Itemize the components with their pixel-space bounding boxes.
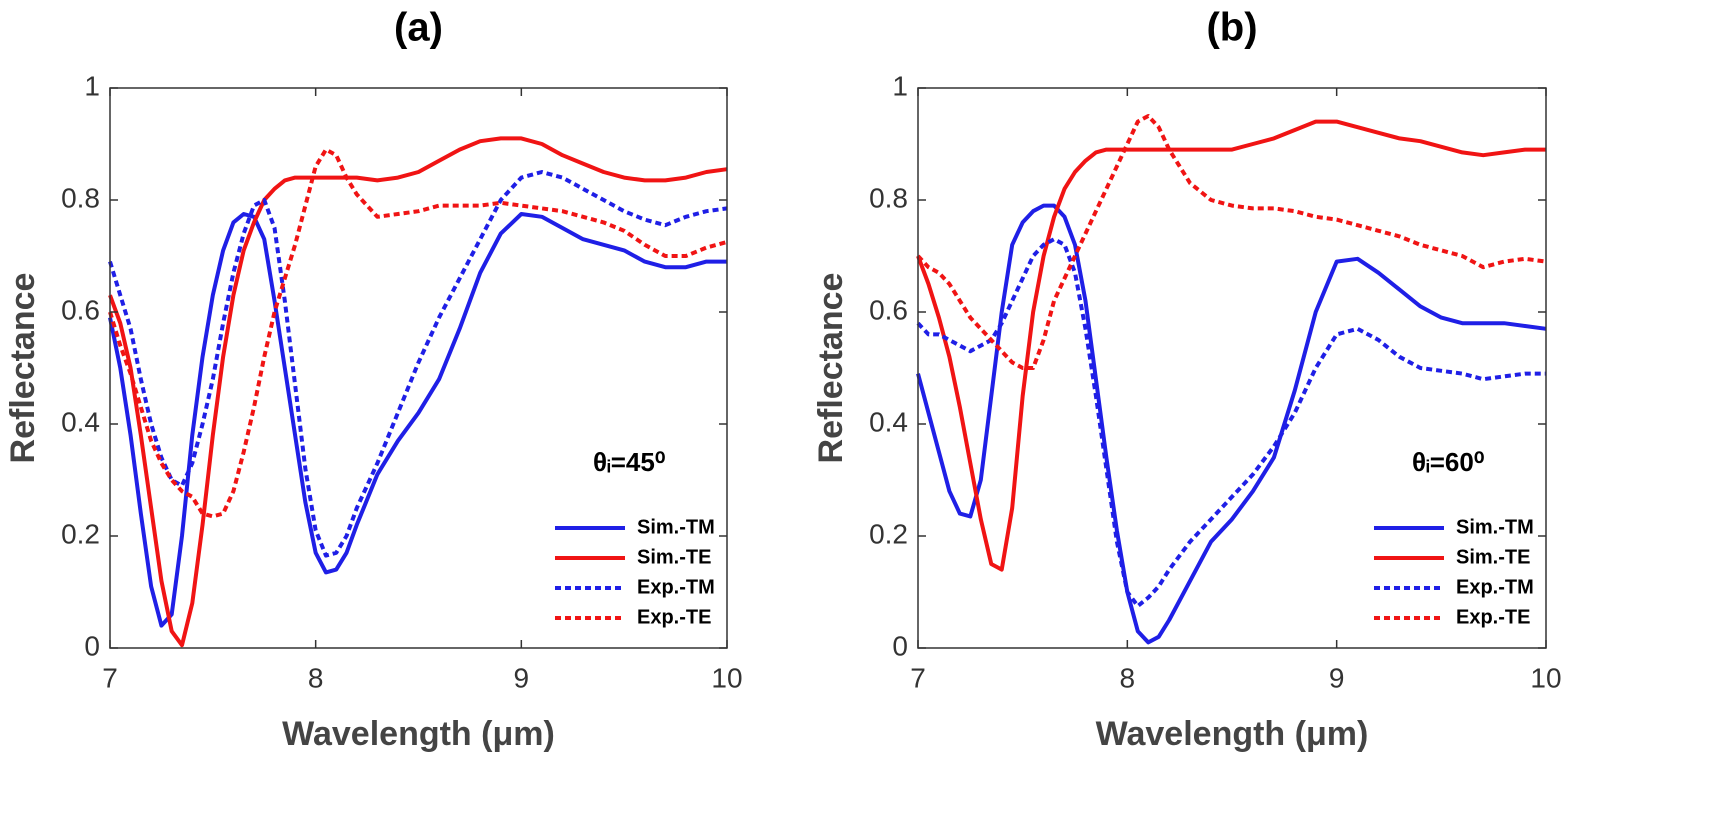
x-tick-label: 7: [910, 662, 926, 693]
legend-label: Exp.-TM: [637, 576, 715, 598]
line-series: [108, 136, 728, 648]
y-tick-label: 0.8: [61, 182, 100, 213]
x-tick-label: 8: [1120, 662, 1136, 693]
legend-label: Sim.-TM: [637, 516, 715, 538]
legend-label: Sim.-TM: [1456, 516, 1534, 538]
y-tick-label: 0.6: [61, 294, 100, 325]
y-tick-label: 0.2: [61, 518, 100, 549]
x-axis-label: Wavelength (μm): [1096, 715, 1369, 753]
line-series: [916, 203, 1547, 645]
y-tick-label: 0: [84, 630, 100, 661]
line-series: [916, 114, 1547, 370]
annotation: θᵢ=45⁰: [593, 447, 665, 477]
x-tick-label: 9: [1329, 662, 1345, 693]
x-tick-label: 9: [514, 662, 530, 693]
y-tick-label: 0: [892, 630, 908, 661]
y-tick-label: 0.4: [869, 406, 908, 437]
plot-area: [918, 88, 1546, 648]
legend-label: Exp.-TM: [1456, 576, 1534, 598]
y-axis-label: Reflectance: [4, 273, 42, 464]
x-axis-label: Wavelength (μm): [282, 715, 555, 753]
x-tick-label: 7: [102, 662, 118, 693]
plot-area: [110, 88, 727, 648]
y-axis-label: Reflectance: [812, 273, 850, 464]
axes-box: [109, 87, 728, 649]
y-tick-label: 0.4: [61, 406, 100, 437]
y-tick-label: 0.2: [869, 518, 908, 549]
legend-label: Sim.-TE: [637, 546, 711, 568]
y-tick-label: 0.8: [869, 182, 908, 213]
legend-label: Exp.-TE: [1456, 606, 1530, 628]
chart-title: (b): [1206, 6, 1257, 50]
line-series: [916, 119, 1546, 572]
x-tick-label: 10: [711, 662, 742, 693]
line-series: [108, 170, 728, 558]
x-tick-label: 10: [1530, 662, 1561, 693]
legend-label: Exp.-TE: [637, 606, 711, 628]
line-series: [108, 147, 728, 519]
y-tick-label: 1: [892, 70, 908, 101]
legend-label: Sim.-TE: [1456, 546, 1530, 568]
chart-title: (a): [394, 6, 443, 50]
line-series: [108, 212, 727, 628]
y-tick-label: 0.6: [869, 294, 908, 325]
axes-box: [917, 87, 1547, 649]
x-tick-label: 8: [308, 662, 324, 693]
annotation: θᵢ=60⁰: [1412, 447, 1484, 477]
y-tick-label: 1: [84, 70, 100, 101]
